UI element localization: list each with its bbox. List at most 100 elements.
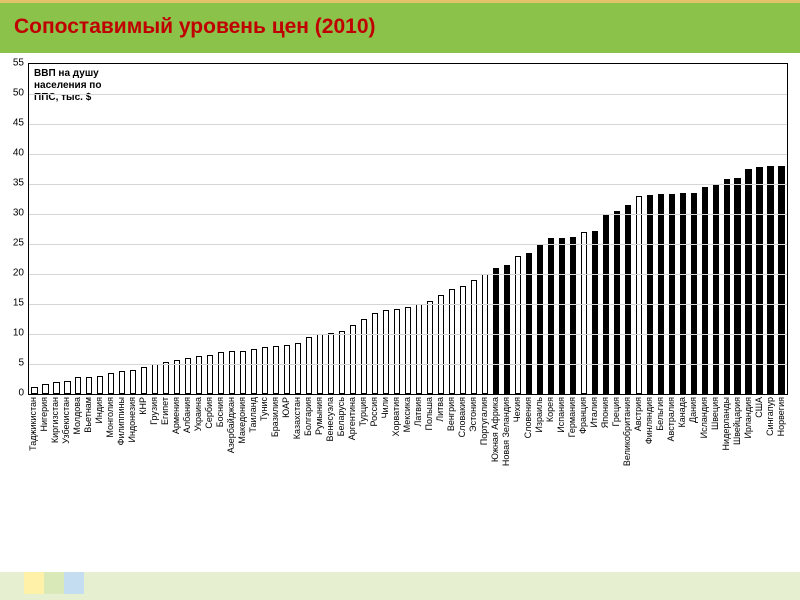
bar <box>702 187 708 394</box>
x-tick-label: Азербайджан <box>226 397 236 453</box>
bar <box>471 280 477 394</box>
gridline <box>29 124 787 125</box>
y-tick-label: 10 <box>6 328 24 339</box>
gridline <box>29 94 787 95</box>
x-tick-label: Швеция <box>710 397 720 430</box>
bar <box>306 337 312 394</box>
y-tick-label: 40 <box>6 148 24 159</box>
x-tick-label: Чили <box>380 397 390 418</box>
x-tick-label: Южная Африка <box>490 397 500 462</box>
x-tick-label: Нидерланды <box>721 397 731 450</box>
bar <box>724 179 730 394</box>
bar <box>460 286 466 394</box>
bar <box>405 307 411 394</box>
bar <box>778 166 784 394</box>
x-tick-label: Монголия <box>105 397 115 438</box>
y-tick-label: 35 <box>6 178 24 189</box>
gridline <box>29 334 787 335</box>
bar <box>130 370 136 394</box>
x-tick-label: Бразилия <box>270 397 280 437</box>
x-tick-label: Узбекистан <box>61 397 71 444</box>
bar <box>427 301 433 394</box>
x-tick-label: Новая Зеландия <box>501 397 511 466</box>
x-tick-label: Португалия <box>479 397 489 445</box>
x-tick-label: Македония <box>237 397 247 444</box>
x-tick-label: Грузия <box>149 397 159 425</box>
x-tick-label: Филиппины <box>116 397 126 445</box>
x-tick-label: Сербия <box>204 397 214 429</box>
bar <box>207 355 213 394</box>
slide-header: Сопоставимый уровень цен (2010) <box>0 0 800 53</box>
x-tick-label: Турция <box>358 397 368 426</box>
bar <box>504 265 510 394</box>
x-tick-label: Франция <box>578 397 588 434</box>
bar <box>108 373 114 394</box>
bar <box>767 166 773 394</box>
x-tick-label: КНР <box>138 397 148 415</box>
x-tick-label: Албания <box>182 397 192 433</box>
bar <box>372 313 378 394</box>
bar <box>119 371 125 394</box>
bar <box>734 178 740 394</box>
chart-area: ВВП на душу населения по ППС, тыс. $ 051… <box>0 53 800 543</box>
bar <box>251 349 257 394</box>
bar <box>240 351 246 394</box>
x-tick-label: Германия <box>567 397 577 437</box>
bar <box>493 268 499 394</box>
gridline <box>29 364 787 365</box>
x-tick-label: Таиланд <box>248 397 258 433</box>
y-tick-label: 55 <box>6 58 24 69</box>
x-tick-label: Казахстан <box>292 397 302 439</box>
x-tick-label: Молдова <box>72 397 82 435</box>
x-tick-label: Аргентина <box>347 397 357 440</box>
bar <box>141 367 147 394</box>
bar <box>339 331 345 394</box>
bar <box>570 237 576 394</box>
bar <box>262 347 268 394</box>
gridline <box>29 154 787 155</box>
x-tick-label: ЮАР <box>281 397 291 418</box>
bar <box>273 346 279 394</box>
bar <box>537 244 543 394</box>
x-tick-label: Египет <box>160 397 170 425</box>
bar <box>295 343 301 394</box>
bar <box>745 169 751 394</box>
x-tick-label: Нигерия <box>39 397 49 432</box>
bar <box>416 304 422 394</box>
x-tick-label: Индия <box>94 397 104 424</box>
x-tick-label: Дания <box>688 397 698 423</box>
x-tick-label: Словения <box>523 397 533 438</box>
bar <box>559 238 565 394</box>
y-tick-label: 20 <box>6 268 24 279</box>
bar <box>713 184 719 394</box>
x-tick-label: Таджикистан <box>28 397 38 451</box>
x-tick-label: Австрия <box>633 397 643 431</box>
bar <box>592 231 598 394</box>
footer-block <box>24 572 44 594</box>
x-tick-label: Исландия <box>699 397 709 438</box>
x-tick-label: Испания <box>556 397 566 433</box>
x-tick-label: Израиль <box>534 397 544 433</box>
x-tick-label: Бельгия <box>655 397 665 431</box>
bar <box>229 351 235 394</box>
y-tick-label: 25 <box>6 238 24 249</box>
bar <box>75 377 81 394</box>
y-tick-label: 15 <box>6 298 24 309</box>
x-tick-label: Румыния <box>314 397 324 435</box>
bar <box>394 309 400 394</box>
bar <box>515 256 521 394</box>
x-tick-label: Канада <box>677 397 687 427</box>
bar <box>361 319 367 394</box>
bar <box>64 381 70 394</box>
bars-container <box>29 64 787 394</box>
slide-footer <box>0 572 800 600</box>
bar <box>350 325 356 394</box>
footer-block <box>64 572 84 594</box>
bar <box>196 356 202 394</box>
x-tick-label: Венесуэла <box>325 397 335 442</box>
gridline <box>29 184 787 185</box>
x-tick-label: Мексика <box>402 397 412 432</box>
gridline <box>29 214 787 215</box>
bar <box>42 384 48 394</box>
x-tick-label: Босния <box>215 397 225 427</box>
